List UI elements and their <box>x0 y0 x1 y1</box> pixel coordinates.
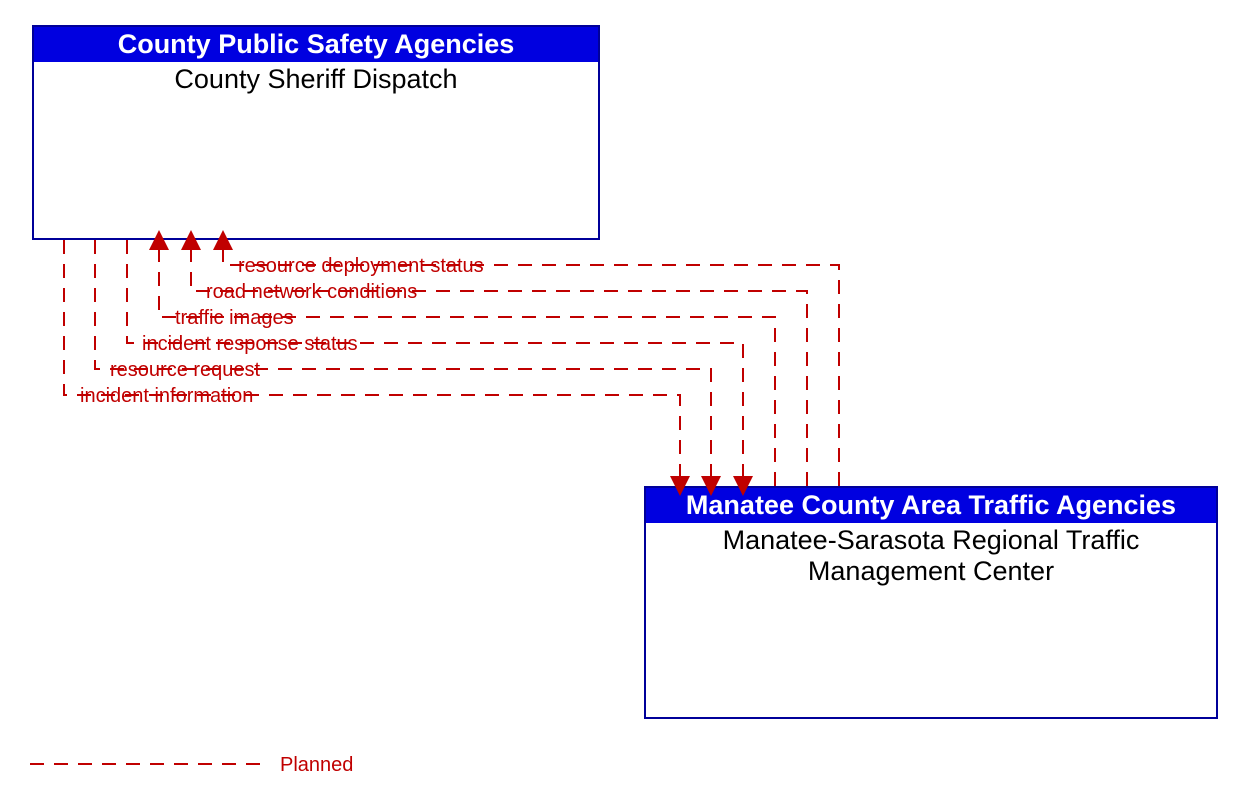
flow-label-resource-deployment-status: resource deployment status <box>238 255 484 277</box>
flow-incident-information <box>64 240 680 486</box>
flow-label-incident-information: incident information <box>80 385 253 407</box>
box-regional-tmc: Manatee County Area Traffic Agencies Man… <box>644 486 1218 719</box>
box-county-sheriff-body: County Sheriff Dispatch <box>34 62 598 97</box>
flow-road-network-conditions <box>191 240 807 486</box>
legend-label: Planned <box>280 754 353 776</box>
box-county-sheriff-header: County Public Safety Agencies <box>34 27 598 62</box>
flow-label-resource-request: resource request <box>110 359 261 381</box>
flow-label-road-network-conditions: road network conditions <box>206 281 417 303</box>
flow-traffic-images <box>159 240 775 486</box>
box-regional-tmc-header: Manatee County Area Traffic Agencies <box>646 488 1216 523</box>
flow-resource-request <box>95 240 711 486</box>
flow-label-traffic-images: traffic images <box>175 307 294 329</box>
box-county-sheriff: County Public Safety Agencies County She… <box>32 25 600 240</box>
flow-label-incident-response-status: incident response status <box>142 333 358 355</box>
box-regional-tmc-body: Manatee-Sarasota Regional Traffic Manage… <box>646 523 1216 589</box>
flow-incident-response-status <box>127 240 743 486</box>
flow-resource-deployment-status <box>223 240 839 486</box>
